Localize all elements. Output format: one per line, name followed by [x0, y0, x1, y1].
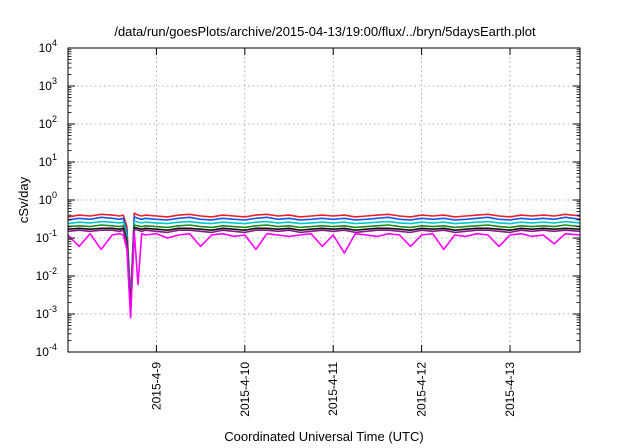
chart-title: /data/run/goesPlots/archive/2015-04-13/1…: [114, 24, 536, 39]
series-line: [67, 224, 581, 309]
series-layer: [67, 212, 581, 319]
y-tick-label: 102: [39, 114, 57, 131]
x-axis: 2015-4-9 2015-4-10 2015-4-11 2015-4-12 2015-…: [149, 48, 517, 417]
y-tick-label: 10-2: [36, 266, 57, 283]
y-axis-label: cSv/day: [16, 176, 31, 223]
series-line: [67, 220, 581, 306]
y-tick-label: 10-4: [36, 342, 57, 359]
x-tick-label: 2015-4-11: [326, 362, 340, 416]
y-tick-label: 100: [39, 190, 57, 207]
x-tick-label: 2015-4-13: [503, 362, 517, 417]
y-tick-label: 103: [39, 76, 57, 93]
series-line: [67, 226, 581, 312]
y-tick-label: 10-3: [36, 304, 57, 321]
grid: [68, 48, 580, 352]
series-line: [67, 231, 581, 319]
x-tick-label: 2015-4-9: [149, 362, 163, 410]
y-tick-label: 104: [39, 38, 57, 55]
y-axis: 10-4 10-3 10-2 10-1 100 101 102 103 104: [36, 38, 580, 359]
y-tick-label: 101: [39, 152, 57, 169]
x-tick-label: 2015-4-12: [415, 362, 429, 417]
x-axis-label: Coordinated Universal Time (UTC): [224, 429, 423, 444]
y-tick-label: 10-1: [36, 228, 57, 245]
x-tick-label: 2015-4-10: [238, 362, 252, 417]
